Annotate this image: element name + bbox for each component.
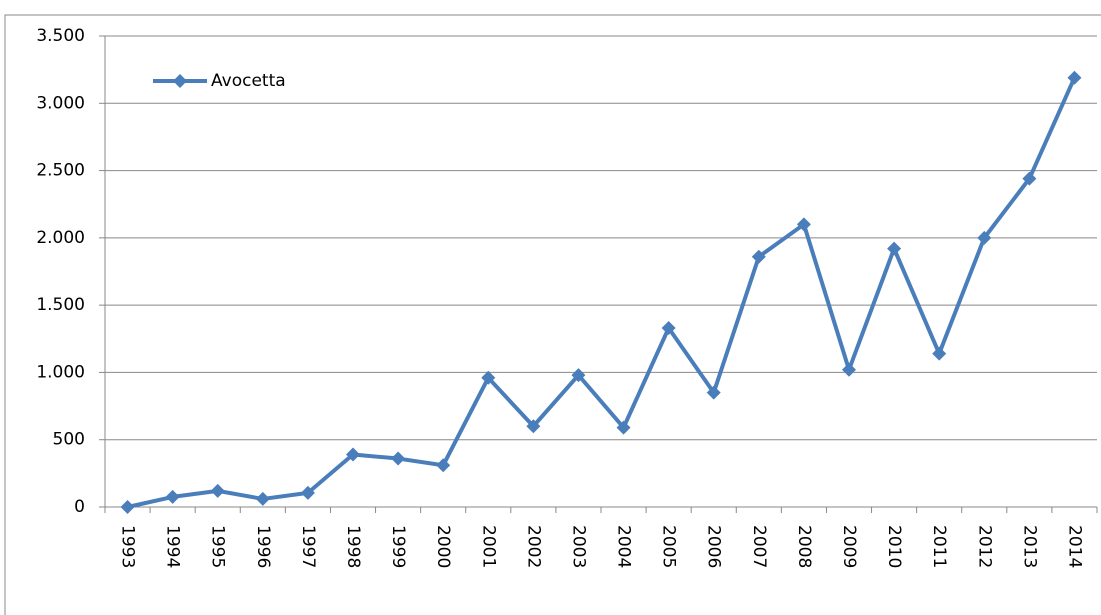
y-tick-label: 0	[74, 497, 85, 517]
y-tick-label: 2.500	[36, 161, 85, 181]
x-tick-label: 2012	[974, 525, 994, 568]
marker	[300, 485, 315, 500]
marker	[796, 217, 811, 232]
x-tick-label: 2000	[433, 525, 453, 568]
marker	[706, 385, 721, 400]
y-tick-label: 1.000	[36, 362, 85, 382]
x-tick-label: 2009	[839, 525, 859, 568]
marker	[932, 346, 947, 361]
x-tick-label: 1993	[118, 525, 138, 568]
marker	[751, 249, 766, 264]
x-tick-label: 1999	[388, 525, 408, 568]
marker	[887, 241, 902, 256]
chart-border	[4, 14, 1101, 615]
y-tick-label: 2.000	[36, 228, 85, 248]
x-tick-label: 2004	[614, 525, 634, 568]
marker	[120, 500, 135, 514]
x-tick-label: 2010	[884, 525, 904, 568]
x-tick-label: 2008	[794, 525, 814, 568]
x-tick-label: 1998	[343, 525, 363, 568]
x-tick-label: 1996	[253, 525, 273, 568]
x-tick-label: 2005	[659, 525, 679, 568]
marker	[616, 420, 631, 435]
marker	[346, 447, 360, 462]
x-tick-label: 2003	[568, 525, 588, 568]
x-tick-label: 2007	[749, 525, 769, 568]
x-tick-label: 1995	[208, 525, 228, 568]
x-tick-label: 1994	[163, 525, 183, 568]
legend-marker	[173, 74, 187, 88]
marker	[1022, 171, 1037, 186]
y-tick-label: 500	[53, 430, 85, 450]
marker	[436, 458, 451, 473]
x-tick-label: 2002	[523, 525, 543, 568]
x-tick-label: 2013	[1019, 525, 1039, 568]
y-tick-label: 3.500	[36, 26, 85, 46]
marker	[571, 368, 586, 383]
y-tick-label: 3.000	[36, 93, 85, 113]
marker	[391, 451, 406, 466]
marker	[165, 489, 180, 504]
marker	[210, 483, 225, 498]
marker	[842, 362, 856, 377]
marker	[481, 370, 496, 385]
marker	[255, 491, 270, 506]
x-tick-label: 1997	[298, 525, 318, 568]
marker	[977, 230, 992, 245]
x-tick-label: 2011	[929, 525, 949, 568]
x-tick-label: 2001	[478, 525, 498, 568]
marker	[526, 419, 541, 434]
legend-label: Avocetta	[211, 71, 286, 91]
marker	[661, 321, 676, 336]
series-line	[127, 76, 1077, 509]
marker	[1067, 70, 1082, 85]
x-tick-label: 2006	[704, 525, 724, 568]
y-tick-label: 1.500	[36, 295, 85, 315]
x-tick-label: 2014	[1064, 525, 1084, 568]
